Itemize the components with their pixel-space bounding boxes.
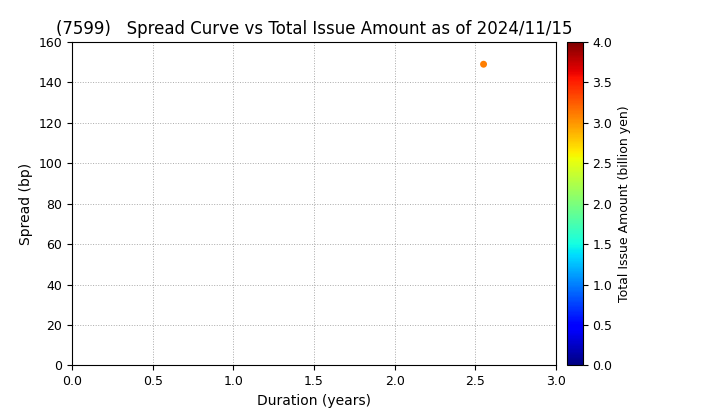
X-axis label: Duration (years): Duration (years) — [257, 394, 371, 408]
Y-axis label: Spread (bp): Spread (bp) — [19, 163, 33, 245]
Title: (7599)   Spread Curve vs Total Issue Amount as of 2024/11/15: (7599) Spread Curve vs Total Issue Amoun… — [56, 20, 572, 38]
Y-axis label: Total Issue Amount (billion yen): Total Issue Amount (billion yen) — [618, 105, 631, 302]
Point — [478, 61, 490, 68]
